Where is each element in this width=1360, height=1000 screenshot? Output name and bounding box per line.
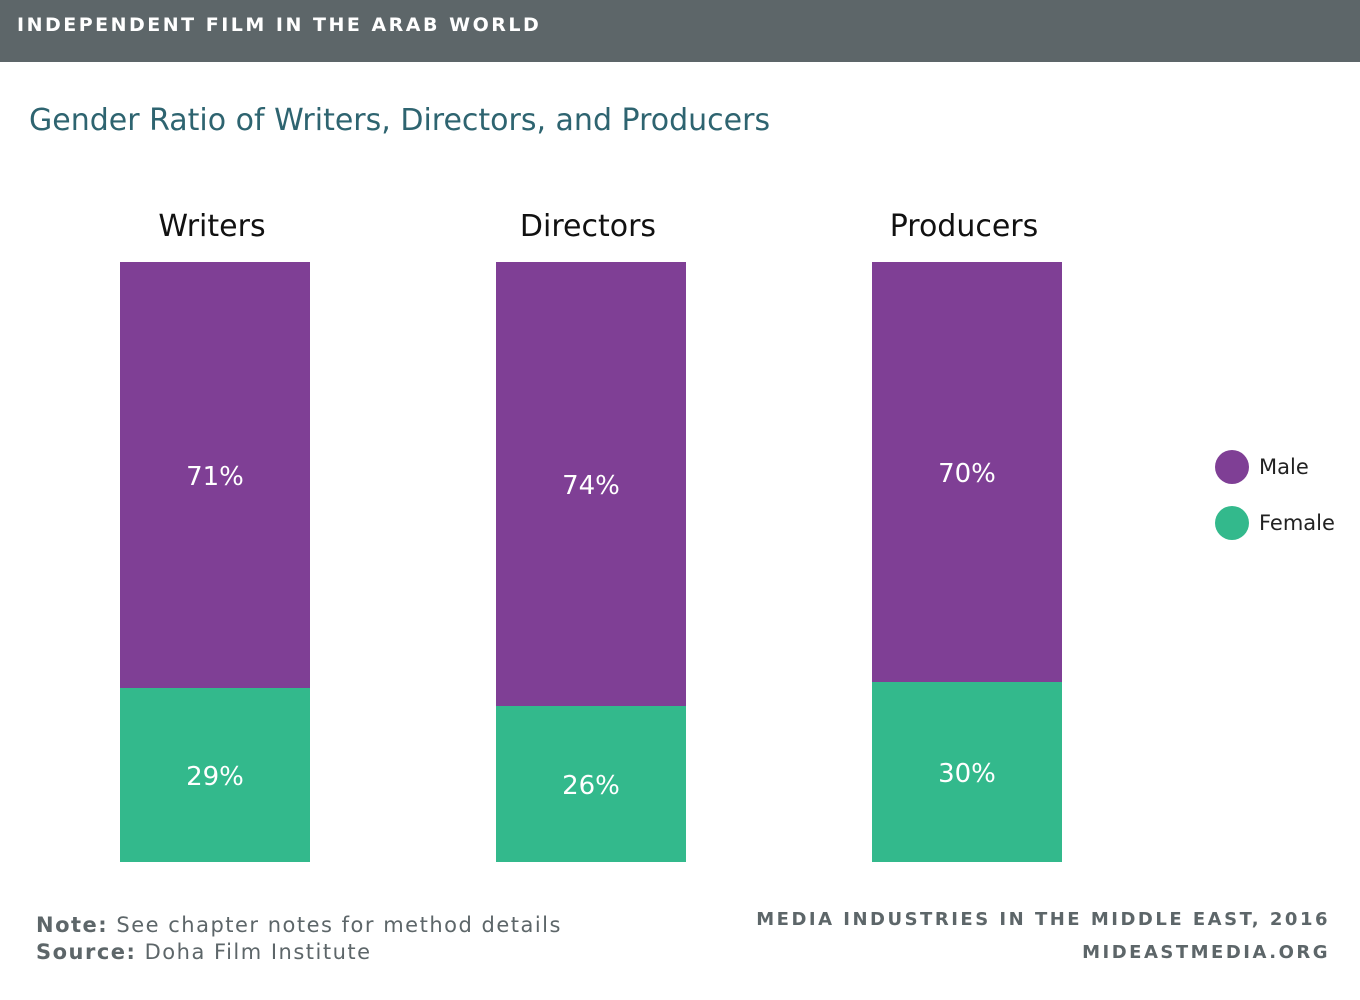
publisher-line-1: MEDIA INDUSTRIES IN THE MIDDLE EAST, 201… — [756, 909, 1330, 930]
legend-swatch-male — [1215, 450, 1249, 484]
legend-label-female: Female — [1259, 511, 1335, 535]
data-label-writers-male: 71% — [186, 462, 244, 492]
bar-directors-male — [496, 262, 686, 706]
data-label-directors-male: 74% — [562, 471, 620, 501]
data-label-writers-female: 29% — [186, 762, 244, 792]
legend-label-male: Male — [1259, 455, 1309, 479]
legend-item-female: Female — [1215, 506, 1335, 540]
header-title: INDEPENDENT FILM IN THE ARAB WORLD — [17, 14, 542, 36]
legend-swatch-female — [1215, 506, 1249, 540]
bar-producers-male — [872, 262, 1062, 682]
footnotes: Note: See chapter notes for method detai… — [36, 912, 562, 966]
bar-writers-female — [120, 688, 310, 862]
category-label-producers: Producers — [890, 209, 1039, 244]
category-label-writers: Writers — [158, 209, 265, 244]
bar-producers-female — [872, 682, 1062, 862]
source-line: Source: Doha Film Institute — [36, 939, 562, 966]
note-key: Note: — [36, 913, 109, 937]
bar-writers-male — [120, 262, 310, 688]
header-bar: INDEPENDENT FILM IN THE ARAB WORLD — [0, 0, 1360, 62]
source-key: Source: — [36, 940, 137, 964]
data-label-producers-female: 30% — [938, 759, 996, 789]
chart-title: Gender Ratio of Writers, Directors, and … — [29, 103, 771, 138]
legend-item-male: Male — [1215, 450, 1335, 484]
source-text: Doha Film Institute — [144, 940, 372, 964]
bar-directors-female — [496, 706, 686, 862]
publisher-credit: MEDIA INDUSTRIES IN THE MIDDLE EAST, 201… — [756, 903, 1330, 969]
note-text: See chapter notes for method details — [116, 913, 562, 937]
legend: Male Female — [1215, 450, 1335, 562]
data-label-producers-male: 70% — [938, 459, 996, 489]
category-label-directors: Directors — [520, 209, 656, 244]
publisher-website: MIDEASTMEDIA.ORG — [1082, 942, 1330, 963]
data-label-directors-female: 26% — [562, 771, 620, 801]
note-line: Note: See chapter notes for method detai… — [36, 912, 562, 939]
